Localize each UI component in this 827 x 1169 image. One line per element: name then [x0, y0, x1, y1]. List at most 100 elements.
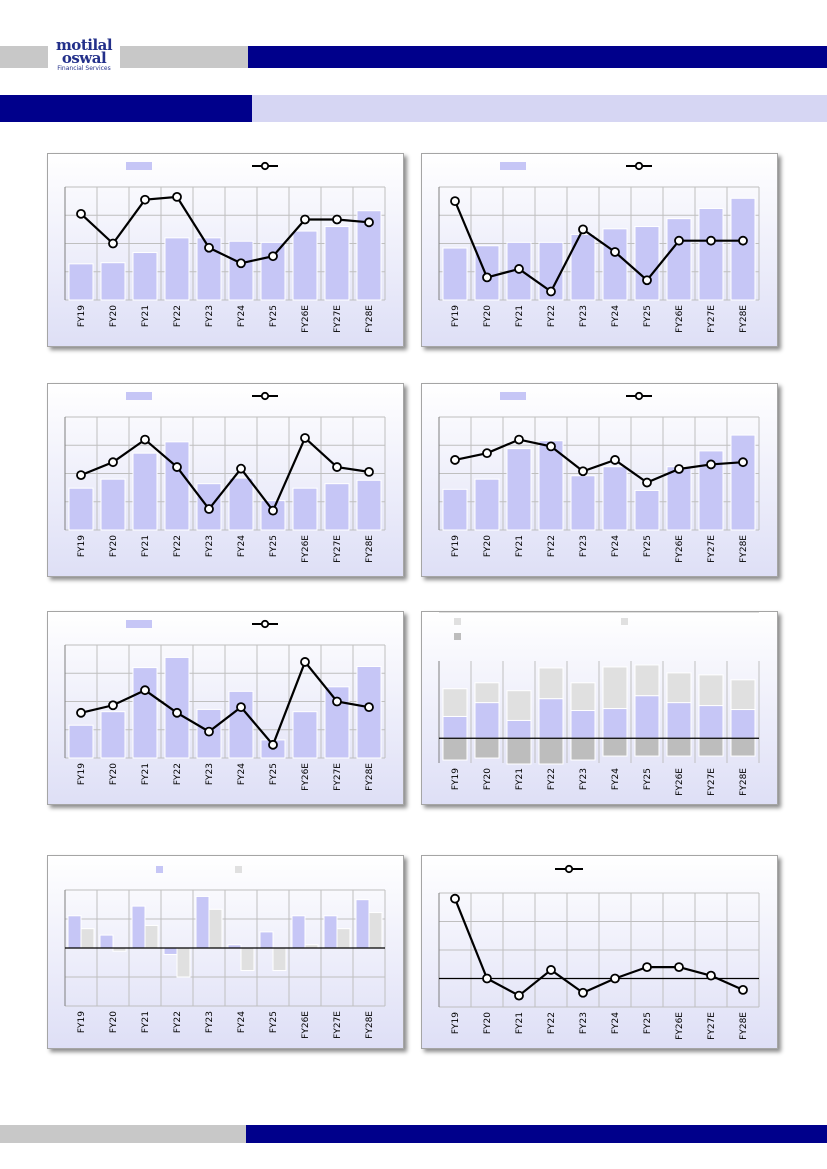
x-tick-label: FY28E — [365, 1011, 375, 1039]
legend-swatch-segment-second — [621, 618, 628, 625]
x-tick-label: FY24 — [237, 535, 247, 557]
bar — [68, 263, 94, 301]
logo-text-line3: Financial Services — [57, 65, 111, 72]
line-point — [674, 962, 684, 972]
x-tick-label: FY20 — [109, 305, 119, 327]
stack-segment-dark — [474, 737, 500, 759]
line-point — [108, 457, 118, 468]
line-point — [546, 965, 556, 975]
stack-segment-light — [634, 664, 660, 697]
bar — [634, 226, 660, 301]
line-point — [450, 893, 460, 904]
x-tick-label: FY26E — [301, 1011, 311, 1039]
chart-5: FY19 FY20 FY21 FY22 FY23 FY24 FY25 FY26E FY27E FY… — [64, 619, 386, 791]
stack-segment-dark — [442, 737, 468, 761]
line-point — [482, 973, 492, 984]
bar-series2 — [144, 924, 159, 949]
stack-segment-dark — [666, 737, 692, 757]
x-tick-label: FY20 — [109, 535, 119, 557]
bar — [324, 483, 350, 531]
chart-panel-4: FY19 FY20 FY21 FY22 FY23 FY24 FY25 FY26E FY27E FY… — [421, 383, 778, 577]
line-series — [80, 659, 370, 747]
x-tick-label: FY19 — [77, 763, 87, 785]
stack-segment-blue — [570, 710, 596, 739]
x-tick-label: FY21 — [141, 535, 151, 557]
bar — [292, 711, 318, 759]
bar — [474, 478, 500, 531]
bar — [100, 711, 126, 759]
chart-1: FY19 FY20 FY21 FY22 FY23 FY24 FY25 FY26E FY27E FY… — [64, 161, 386, 333]
x-tick-label: FY28E — [739, 535, 749, 563]
bar — [442, 488, 468, 531]
x-tick-label: FY24 — [611, 768, 621, 790]
x-tick-label: FY28E — [365, 535, 375, 563]
x-tick-label: FY23 — [579, 305, 589, 327]
x-tick-label: FY19 — [77, 305, 87, 327]
line-point — [610, 247, 620, 257]
x-tick-label: FY21 — [141, 763, 151, 785]
bar-series1 — [259, 931, 274, 949]
line-point — [172, 707, 182, 718]
bar — [324, 226, 350, 301]
stack-segment-blue — [442, 715, 468, 739]
bar — [634, 489, 660, 531]
footer-grey-strip — [0, 1125, 246, 1143]
line-point — [140, 685, 150, 696]
stack-segment-light — [506, 690, 532, 721]
stack-segment-blue — [698, 705, 724, 739]
stack-segment-dark — [538, 737, 564, 765]
bar — [666, 466, 692, 531]
line-point — [364, 217, 374, 228]
section-title-band — [0, 95, 252, 122]
chart-panel-3: FY19 FY20 FY21 FY22 FY23 FY24 FY25 FY26E FY27E FY… — [47, 383, 404, 577]
stack-segment-light — [666, 672, 692, 704]
x-tick-label: FY28E — [365, 763, 375, 791]
line-point — [514, 434, 524, 445]
legend-swatch-bar — [500, 162, 526, 170]
line-point — [268, 739, 278, 750]
stack-segment-light — [698, 674, 724, 707]
x-tick-label: FY24 — [237, 763, 247, 785]
chart-7: FY19 FY20 FY21 FY22 FY23 FY24 FY25 FY26E FY27E FY… — [64, 866, 386, 1039]
chart-6: FY19 FY20 FY21 FY22 FY23 FY24 FY25 FY26E FY27E FY… — [438, 612, 760, 796]
x-tick-label: FY22 — [173, 763, 183, 785]
x-tick-label: FY28E — [739, 305, 749, 333]
line-point — [332, 214, 342, 225]
stack-segment-dark — [698, 737, 724, 757]
line-point — [76, 470, 86, 481]
line-point — [300, 657, 310, 667]
x-tick-label: FY23 — [205, 535, 215, 557]
line-point — [578, 987, 588, 998]
bar — [538, 440, 564, 531]
bar — [570, 475, 596, 531]
bar — [68, 487, 94, 531]
x-tick-label: FY21 — [141, 1011, 151, 1033]
line-point — [706, 970, 716, 981]
chart-panel-8: FY19 FY20 FY21 FY22 FY23 FY24 FY25 FY26E FY27E FY… — [421, 855, 778, 1049]
x-tick-label: FY25 — [269, 535, 279, 557]
line-point — [450, 455, 460, 465]
chart-3: FY19 FY20 FY21 FY22 FY23 FY24 FY25 FY26E FY27E FY… — [64, 391, 386, 563]
bar-series2 — [272, 947, 287, 972]
x-tick-label: FY19 — [451, 1012, 461, 1034]
line-point — [300, 214, 310, 225]
line-point — [108, 238, 118, 249]
legend-swatch-series1 — [156, 866, 163, 873]
stack-segment-dark — [506, 737, 532, 765]
bar — [730, 434, 756, 531]
x-tick-label: FY24 — [611, 535, 621, 557]
stack-segment-light — [474, 682, 500, 704]
x-tick-label: FY26E — [301, 535, 311, 563]
stack-segment-dark — [570, 737, 596, 761]
x-tick-label: FY28E — [739, 1012, 749, 1040]
bar-series2 — [368, 912, 383, 949]
line-series — [453, 898, 744, 997]
bar-series2 — [240, 947, 255, 972]
x-tick-label: FY27E — [707, 1012, 717, 1040]
legend-swatch-segment-light — [454, 618, 461, 625]
line-point — [738, 984, 748, 995]
line-point — [610, 455, 620, 465]
bar — [100, 262, 126, 301]
line-point — [514, 264, 524, 274]
bar — [132, 667, 158, 759]
